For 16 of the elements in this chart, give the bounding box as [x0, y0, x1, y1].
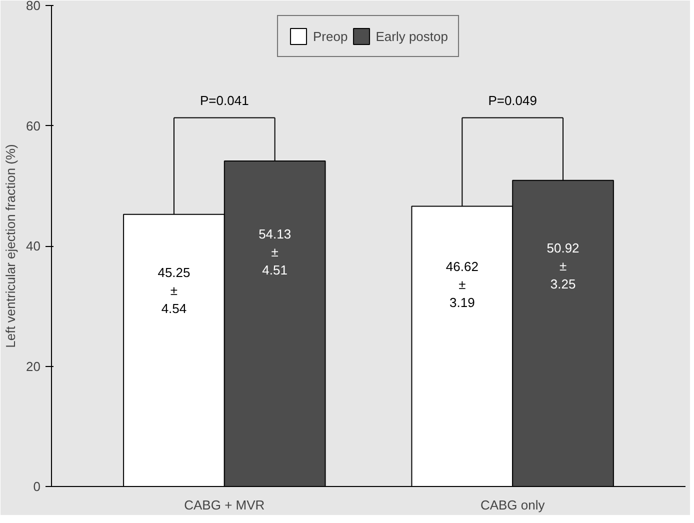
y-tick-label: 60: [26, 118, 41, 134]
y-tick-label: 40: [26, 238, 41, 254]
annotation: P=0.041: [200, 93, 249, 108]
data-label: 54.13 ± 4.51: [258, 226, 292, 278]
y-tick-label: 0: [33, 479, 41, 494]
data-label: 46.62 ± 3.19: [446, 259, 478, 310]
x-tick-label: CABG only: [480, 498, 546, 512]
annotation: P=0.049: [488, 93, 537, 108]
legend-label: Preop: [313, 28, 348, 44]
y-tick-label: 80: [26, 0, 41, 13]
y-tick-label: 20: [26, 358, 41, 374]
data-label: 45.25 ± 4.54: [158, 265, 190, 316]
x-tick-label: CABG + MVR: [184, 498, 265, 512]
legend-label: Early postop: [376, 28, 448, 44]
y-axis-title: Left ventricular ejection fraction (%): [3, 144, 18, 348]
data-label: 50.92 ± 3.25: [546, 240, 580, 292]
